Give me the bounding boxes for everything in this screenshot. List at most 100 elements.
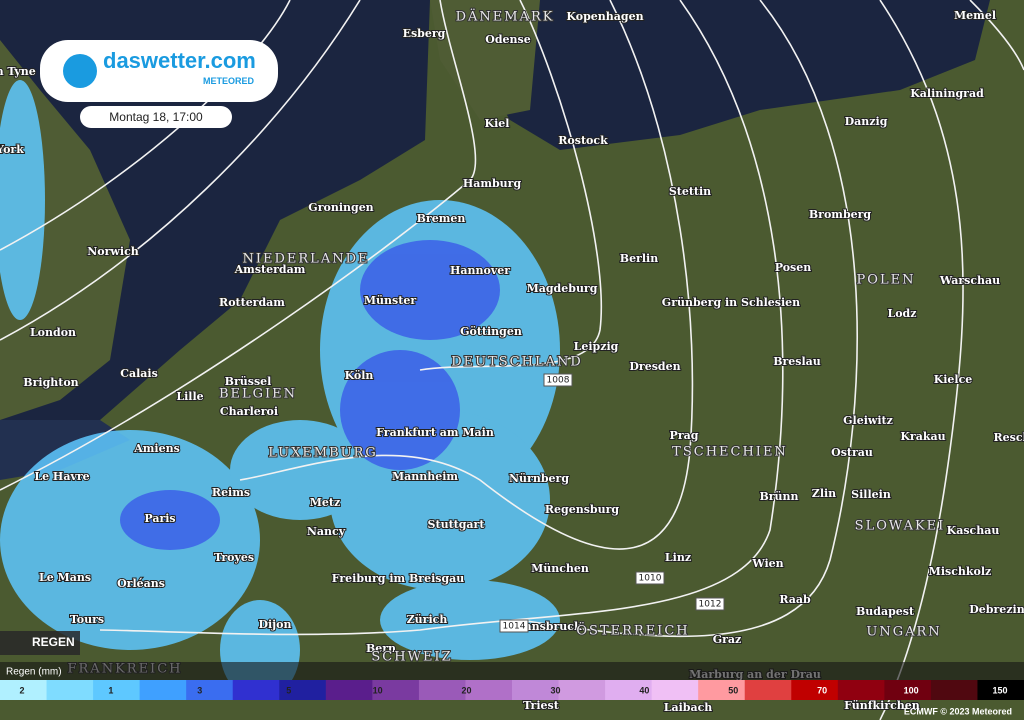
- scale-swatch: [0, 680, 48, 700]
- city-label: Warschau: [939, 274, 1000, 287]
- country-label: ÖSTERREICH: [576, 622, 689, 639]
- city-label: Amiens: [133, 442, 180, 455]
- scale-swatch: [558, 680, 606, 700]
- scale-label: 70: [817, 685, 827, 695]
- city-label: Breslau: [773, 355, 821, 368]
- city-label: Wien: [751, 557, 783, 570]
- city-label: Le Mans: [39, 571, 91, 584]
- city-label: Lodz: [887, 307, 916, 320]
- city-label: Ostrau: [831, 446, 873, 459]
- city-label: Bern: [366, 642, 396, 655]
- isobar-tag: [543, 373, 573, 387]
- country-label: POLEN: [857, 273, 916, 288]
- city-label: Regensburg: [545, 503, 620, 516]
- city-label: Budapest: [856, 605, 915, 618]
- city-label: Debrezin: [969, 603, 1024, 616]
- city-label: Rotterdam: [219, 296, 285, 309]
- city-label: Orléans: [117, 577, 165, 590]
- city-label: Metz: [310, 496, 341, 509]
- scale-swatch: [605, 680, 653, 700]
- city-label: Hamburg: [463, 177, 522, 190]
- city-label: Resch: [993, 431, 1024, 444]
- city-label: Mischkolz: [929, 565, 992, 578]
- scale-label: 150: [992, 685, 1007, 695]
- scale-swatch: [93, 680, 141, 700]
- city-label: Amsterdam: [234, 263, 306, 276]
- country-label: SLOWAKEI: [855, 519, 946, 534]
- city-label: Krakau: [900, 430, 945, 443]
- city-label: Sillein: [851, 488, 891, 501]
- city-label: München: [531, 562, 589, 575]
- city-label: Posen: [775, 261, 812, 274]
- city-label: Stettin: [669, 185, 711, 198]
- city-label: Le Havre: [34, 470, 89, 483]
- city-label: Groningen: [308, 201, 373, 214]
- scale-label: 100: [904, 685, 919, 695]
- city-label: Nürnberg: [509, 472, 569, 485]
- isobar-label: 1012: [699, 600, 722, 610]
- city-label: on Tyne: [0, 65, 36, 78]
- isobar-tag: [499, 619, 529, 633]
- scale-label: 20: [462, 685, 472, 695]
- scale-swatch: [512, 680, 560, 700]
- scale-swatch: [418, 680, 466, 700]
- country-label: NIEDERLANDE: [242, 252, 369, 267]
- city-label: Frankfurt am Main: [376, 426, 494, 439]
- scale-swatch: [791, 680, 839, 700]
- city-label: Magdeburg: [527, 282, 598, 295]
- scale-label: 1: [108, 685, 113, 695]
- city-label: Triest: [523, 699, 560, 712]
- city-label: Zürich: [407, 613, 448, 626]
- scale-label: 5: [286, 685, 291, 695]
- scale-swatch: [139, 680, 187, 700]
- scale-swatch: [884, 680, 932, 700]
- city-label: Brighton: [23, 376, 78, 389]
- country-label: TSCHECHIEN: [672, 445, 788, 460]
- city-label: Dresden: [629, 360, 680, 373]
- city-label: Mannheim: [392, 470, 458, 483]
- scale-swatch: [651, 680, 699, 700]
- scale-label: 40: [639, 685, 649, 695]
- city-label: Reims: [212, 486, 250, 499]
- city-label: Brüssel: [225, 375, 272, 388]
- city-label: Kiel: [485, 117, 510, 130]
- isobar-label: 1008: [547, 376, 570, 386]
- scale-swatch: [977, 680, 1024, 700]
- legend-scale: 2 1 3 5 10 20 30 40 50 70 100 150: [0, 680, 1024, 700]
- scale-swatch: [46, 680, 94, 700]
- city-label: Fünfkirchen: [844, 699, 920, 712]
- scale-swatch: [465, 680, 513, 700]
- country-label: DEUTSCHLAND: [451, 355, 583, 370]
- city-label: Stuttgart: [428, 518, 486, 531]
- country-label: BELGIEN: [219, 387, 297, 402]
- city-label: Danzig: [845, 115, 888, 128]
- logo-box: daswetter.com METEORED Montag 18, 17:00: [40, 40, 278, 128]
- country-label: UNGARN: [866, 625, 941, 640]
- city-label: York: [0, 143, 24, 156]
- layer-button-label[interactable]: REGEN: [32, 635, 75, 649]
- isobar-tag: [635, 571, 665, 585]
- city-label: Norwich: [87, 245, 139, 258]
- city-label: Charleroi: [220, 405, 278, 418]
- scale-label: 30: [550, 685, 560, 695]
- city-label: Tours: [70, 613, 104, 626]
- layer-button[interactable]: REGEN: [0, 631, 80, 655]
- isobar-label: 1014: [503, 622, 526, 632]
- scale-swatch: [372, 680, 420, 700]
- city-label: Dijon: [258, 618, 291, 631]
- city-label: Gleiwitz: [843, 414, 893, 427]
- city-label: Köln: [345, 369, 374, 382]
- scale-label: 2: [19, 685, 24, 695]
- city-label: Linz: [665, 551, 691, 564]
- city-label: Göttingen: [460, 325, 522, 338]
- logo-text: daswetter.com: [103, 48, 256, 73]
- city-label: Hannover: [450, 264, 510, 277]
- city-label: Innsbruck: [518, 620, 582, 633]
- city-label: Laibach: [664, 701, 713, 714]
- land: [430, 0, 540, 120]
- city-label: Calais: [120, 367, 158, 380]
- city-label: Memel: [954, 9, 996, 22]
- city-label: Kaschau: [947, 524, 1000, 537]
- credit: ECMWF © 2023 Meteored: [904, 706, 1012, 716]
